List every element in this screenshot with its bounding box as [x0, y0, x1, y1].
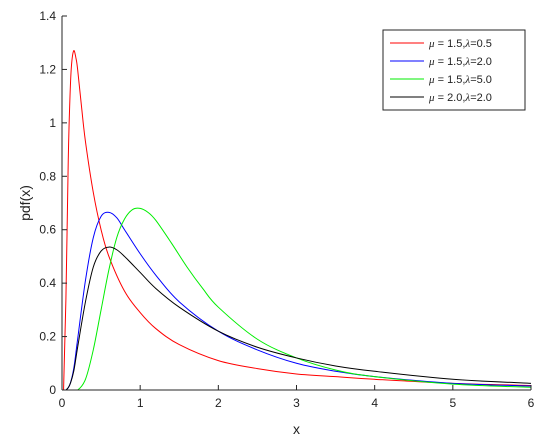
- legend-label-text: = 1.5,: [435, 38, 466, 50]
- legend-symbol: λ: [464, 38, 470, 50]
- series-line-3: [62, 207, 532, 391]
- series-line-1: [63, 50, 532, 391]
- x-tick-label: 1: [137, 396, 144, 410]
- legend-symbol: μ: [428, 74, 435, 86]
- y-tick-label: 0: [49, 383, 56, 397]
- legend: μ = 1.5,λ=0.5μ = 1.5,λ=2.0μ = 1.5,λ=5.0μ…: [382, 29, 526, 111]
- legend-label-text: =5.0: [470, 74, 492, 86]
- y-tick-label: 0.8: [39, 169, 56, 183]
- legend-symbol: λ: [464, 92, 470, 104]
- x-tick-label: 4: [371, 396, 378, 410]
- legend-label-text: =2.0: [470, 92, 492, 104]
- series-line-4: [62, 246, 532, 391]
- legend-label-text: =2.0: [470, 56, 492, 68]
- x-tick-label: 6: [528, 396, 535, 410]
- y-axis-label: pdf(x): [17, 185, 33, 221]
- legend-symbol: μ: [428, 92, 435, 104]
- y-tick-label: 0.6: [39, 223, 56, 237]
- y-tick-label: 0.4: [39, 276, 56, 290]
- legend-label-text: =0.5: [470, 38, 492, 50]
- series-line-2: [62, 211, 532, 391]
- legend-entry-label: μ = 2.0,λ=2.0: [428, 92, 492, 104]
- y-tick-label: 1.2: [39, 62, 56, 76]
- axes-layer: [61, 15, 532, 391]
- x-tick-label: 5: [449, 396, 456, 410]
- y-tick-label: 1: [49, 116, 56, 130]
- legend-label-text: = 1.5,: [435, 74, 466, 86]
- legend-symbol: λ: [464, 74, 470, 86]
- legend-label-text: = 2.0,: [435, 92, 466, 104]
- legend-symbol: μ: [428, 38, 435, 50]
- series-layer: [62, 50, 532, 391]
- x-tick-label: 2: [215, 396, 222, 410]
- legend-symbol: μ: [428, 56, 435, 68]
- x-tick-label: 3: [293, 396, 300, 410]
- legend-entry-label: μ = 1.5,λ=5.0: [428, 74, 492, 86]
- y-tick-label: 0.2: [39, 330, 56, 344]
- legend-entry-label: μ = 1.5,λ=2.0: [428, 56, 492, 68]
- legend-symbol: λ: [464, 56, 470, 68]
- y-tick-label: 1.4: [39, 9, 56, 23]
- tick-labels: 0 1 2 3 4 5 6 0 0.2 0.4 0.6 0.8 1 1.2 1.4: [39, 9, 534, 410]
- legend-entry-label: μ = 1.5,λ=0.5: [428, 38, 492, 50]
- legend-label-text: = 1.5,: [435, 56, 466, 68]
- x-tick-label: 0: [59, 396, 66, 410]
- x-axis-label: x: [293, 421, 300, 437]
